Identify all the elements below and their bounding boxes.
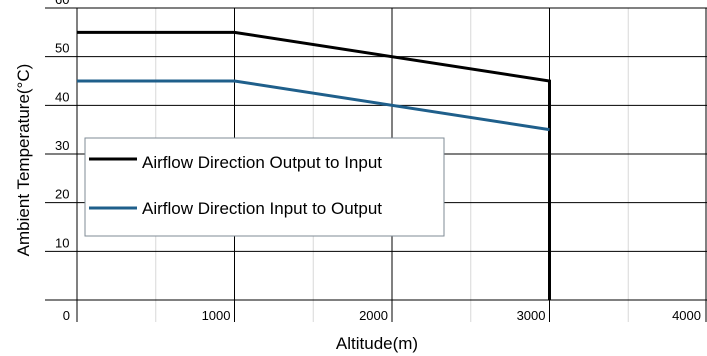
y-tick-label: 30 xyxy=(55,138,69,153)
series-line-output-to-input xyxy=(77,30,551,300)
x-tick-labels: 0 1000 2000 3000 4000 xyxy=(63,308,701,323)
series-line-input-to-output xyxy=(77,79,550,132)
legend-label: Airflow Direction Input to Output xyxy=(142,199,382,218)
legend-entry: Airflow Direction Output to Input xyxy=(89,153,382,172)
x-tick-label: 4000 xyxy=(672,308,701,323)
x-axis-label: Altitude(m) xyxy=(336,334,418,353)
y-axis-label: Ambient Temperature(°C) xyxy=(14,64,33,257)
y-tick-label: 50 xyxy=(55,41,69,56)
x-tick-label: 0 xyxy=(63,308,70,323)
legend-entry: Airflow Direction Input to Output xyxy=(89,199,382,218)
legend-box xyxy=(84,137,445,237)
x-tick-label: 2000 xyxy=(359,308,388,323)
legend-label: Airflow Direction Output to Input xyxy=(142,153,382,172)
y-tick-label: 20 xyxy=(55,187,69,202)
x-tick-label: 3000 xyxy=(517,308,546,323)
legend: Airflow Direction Output to Input Airflo… xyxy=(84,137,445,237)
x-tick-label: 1000 xyxy=(202,308,231,323)
y-tick-labels: 10 20 30 40 50 60 xyxy=(55,0,69,250)
y-tick-label: 60 xyxy=(55,0,69,7)
series-layer xyxy=(77,30,551,300)
y-tick-label: 40 xyxy=(55,89,69,104)
y-tick-label: 10 xyxy=(55,235,69,250)
